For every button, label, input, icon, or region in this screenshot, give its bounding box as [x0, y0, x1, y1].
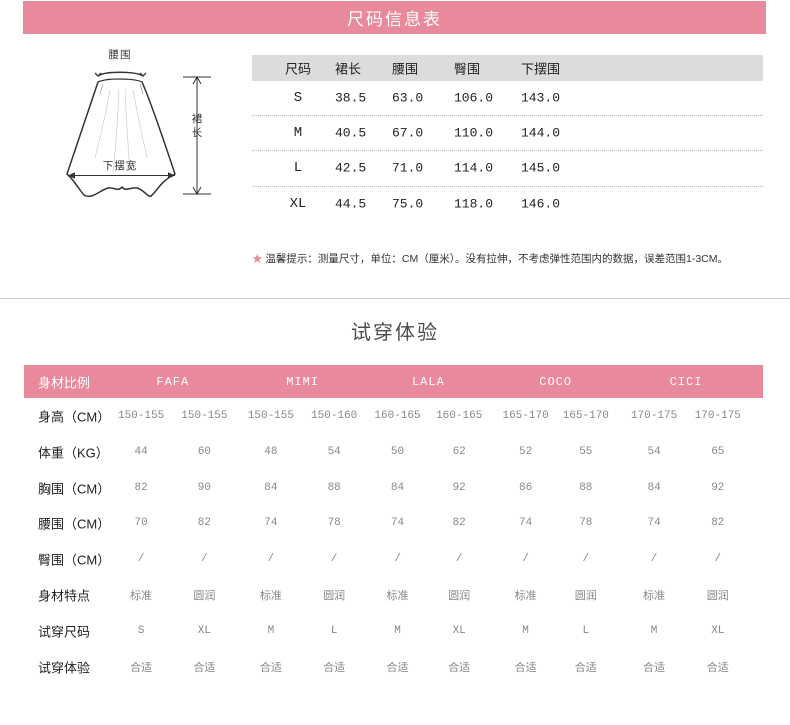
svg-text:腰围: 腰围	[109, 49, 132, 61]
svg-text:下摆宽: 下摆宽	[103, 159, 138, 172]
